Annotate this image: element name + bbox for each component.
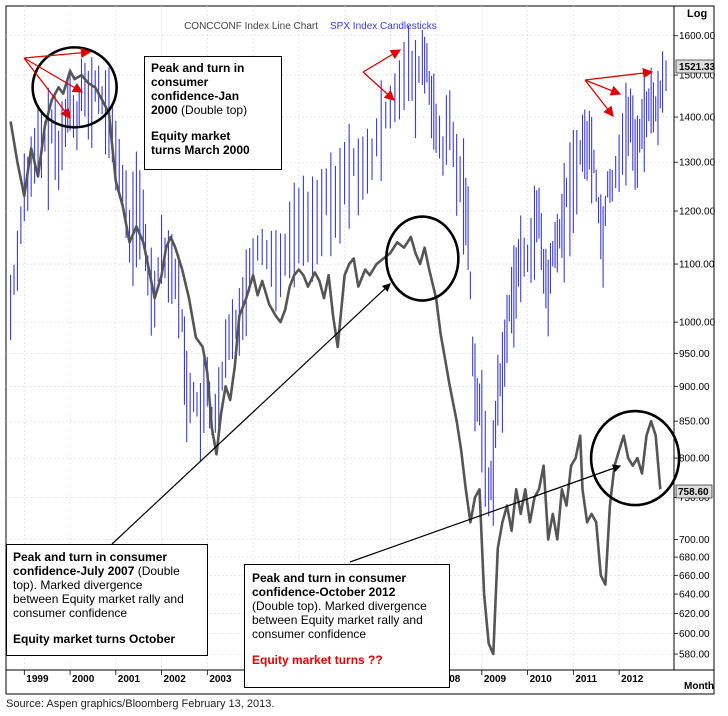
x-tick-label: 2012 [621,674,644,685]
jul2007-line3: top). Marked divergence [13,578,143,592]
y-tick-label: 1100.00 [679,260,715,271]
oct2012-line1: Peak and turn in consumer [252,571,407,585]
jul2007-line1: Peak and turn in consumer [13,550,168,564]
y-axis: 1600.00 1500.00 1400.00 1300.00 1200.00 1100.… [674,31,716,661]
y-tick-label: 800.00 [679,454,710,465]
last-value-spx-box [675,59,715,74]
jan2000-line3: confidence-Jan [151,89,240,103]
last-value-conf: 758.60 [678,487,709,498]
red-arrow [23,57,84,93]
x-tick-label: 2000 [72,674,95,685]
spx-series [10,25,667,526]
y-tick-label: 600.00 [679,629,710,640]
y-tick-label: 1400.00 [679,113,716,124]
oct2012-line5: consumer confidence [252,627,367,641]
annotation-arrows [23,47,654,563]
y-tick-label: 1000.00 [679,318,716,329]
x-tick-label: 1999 [26,674,49,685]
right-axis-panel [673,5,715,671]
y-tick-label: 660.00 [679,571,710,582]
confidence-line [9,69,662,656]
jul2007-line5: consumer confidence [13,606,128,620]
period-label: Month [684,681,714,692]
annotation-oct-2012: Peak and turn in consumer confidence-Oct… [244,564,450,688]
last-value-spx: 1521.33 [679,62,716,73]
connector-arrow-2012 [349,464,622,563]
jan2000-line4a: 2000 [151,103,178,117]
x-tick-label: 2011 [575,674,597,685]
jan2000-line1: Peak and turn in [151,61,245,75]
confidence-series [9,69,662,656]
red-arrow [23,57,71,120]
y-tick-label: 850.00 [679,417,710,428]
red-arrow [362,71,395,101]
title-line-series: CONCCONF Index Line Chart [184,21,318,32]
red-arrow [23,47,92,59]
jul2007-line4: between Equity market rally and [13,592,184,606]
annotation-jul-2007: Peak and turn in consumer confidence-Jul… [6,544,208,656]
y-tick-label: 900.00 [679,382,710,393]
scale-label: Log [687,8,707,20]
highlight-circle [589,409,681,507]
y-tick-label: 680.00 [679,553,710,564]
red-arrow [584,79,614,118]
annotation-jan-2000: Peak and turn in consumer confidence-Jan… [144,56,282,170]
highlight-circle [31,46,118,129]
source-note: Source: Aspen graphics/Bloomberg Februar… [6,698,275,710]
x-tick-label: 2009 [484,674,507,685]
x-tick-label: 2010 [530,674,553,685]
y-tick-label: 1600.00 [679,31,716,42]
y-tick-label: 580.00 [679,650,710,661]
title-candle-series: SPX Index Candlesticks [330,21,437,32]
jul2007-line6: Equity market turns October [13,632,176,646]
highlight-circles [31,46,681,507]
x-tick-label: 2001 [118,674,141,685]
jan2000-line6: turns March 2000 [151,143,250,157]
connector-arrow-2007 [111,283,391,545]
y-tick-label: 620.00 [679,609,710,620]
y-tick-label: 1200.00 [679,207,716,218]
y-tick-label: 640.00 [679,590,710,601]
red-arrow [584,79,622,96]
x-tick-label: 2003 [209,674,232,685]
x-tick-label: 2002 [164,674,187,685]
oct2012-line4: between Equity market rally and [252,613,423,627]
y-tick-label: 1300.00 [679,158,716,169]
last-value-conf-box [675,484,713,499]
jul2007-line2b: (Double [134,564,180,578]
y-tick-label: 1500.00 [679,71,716,82]
jan2000-line2: consumer [151,75,209,89]
oct2012-line2: confidence-October 2012 [252,585,396,599]
y-tick-label: 950.00 [679,349,710,360]
highlight-circle [385,215,460,302]
jan2000-line4b: (Double top) [177,103,248,117]
jul2007-line2a: confidence-July 2007 [13,564,135,578]
y-tick-label: 750.00 [679,493,710,504]
red-arrow [362,49,402,73]
y-tick-label: 700.00 [679,535,710,546]
jan2000-line5: Equity market [151,129,231,143]
red-arrow [584,67,654,81]
oct2012-line3: (Double top). Marked divergence [252,599,427,613]
oct2012-line6: Equity market turns ?? [252,653,383,667]
